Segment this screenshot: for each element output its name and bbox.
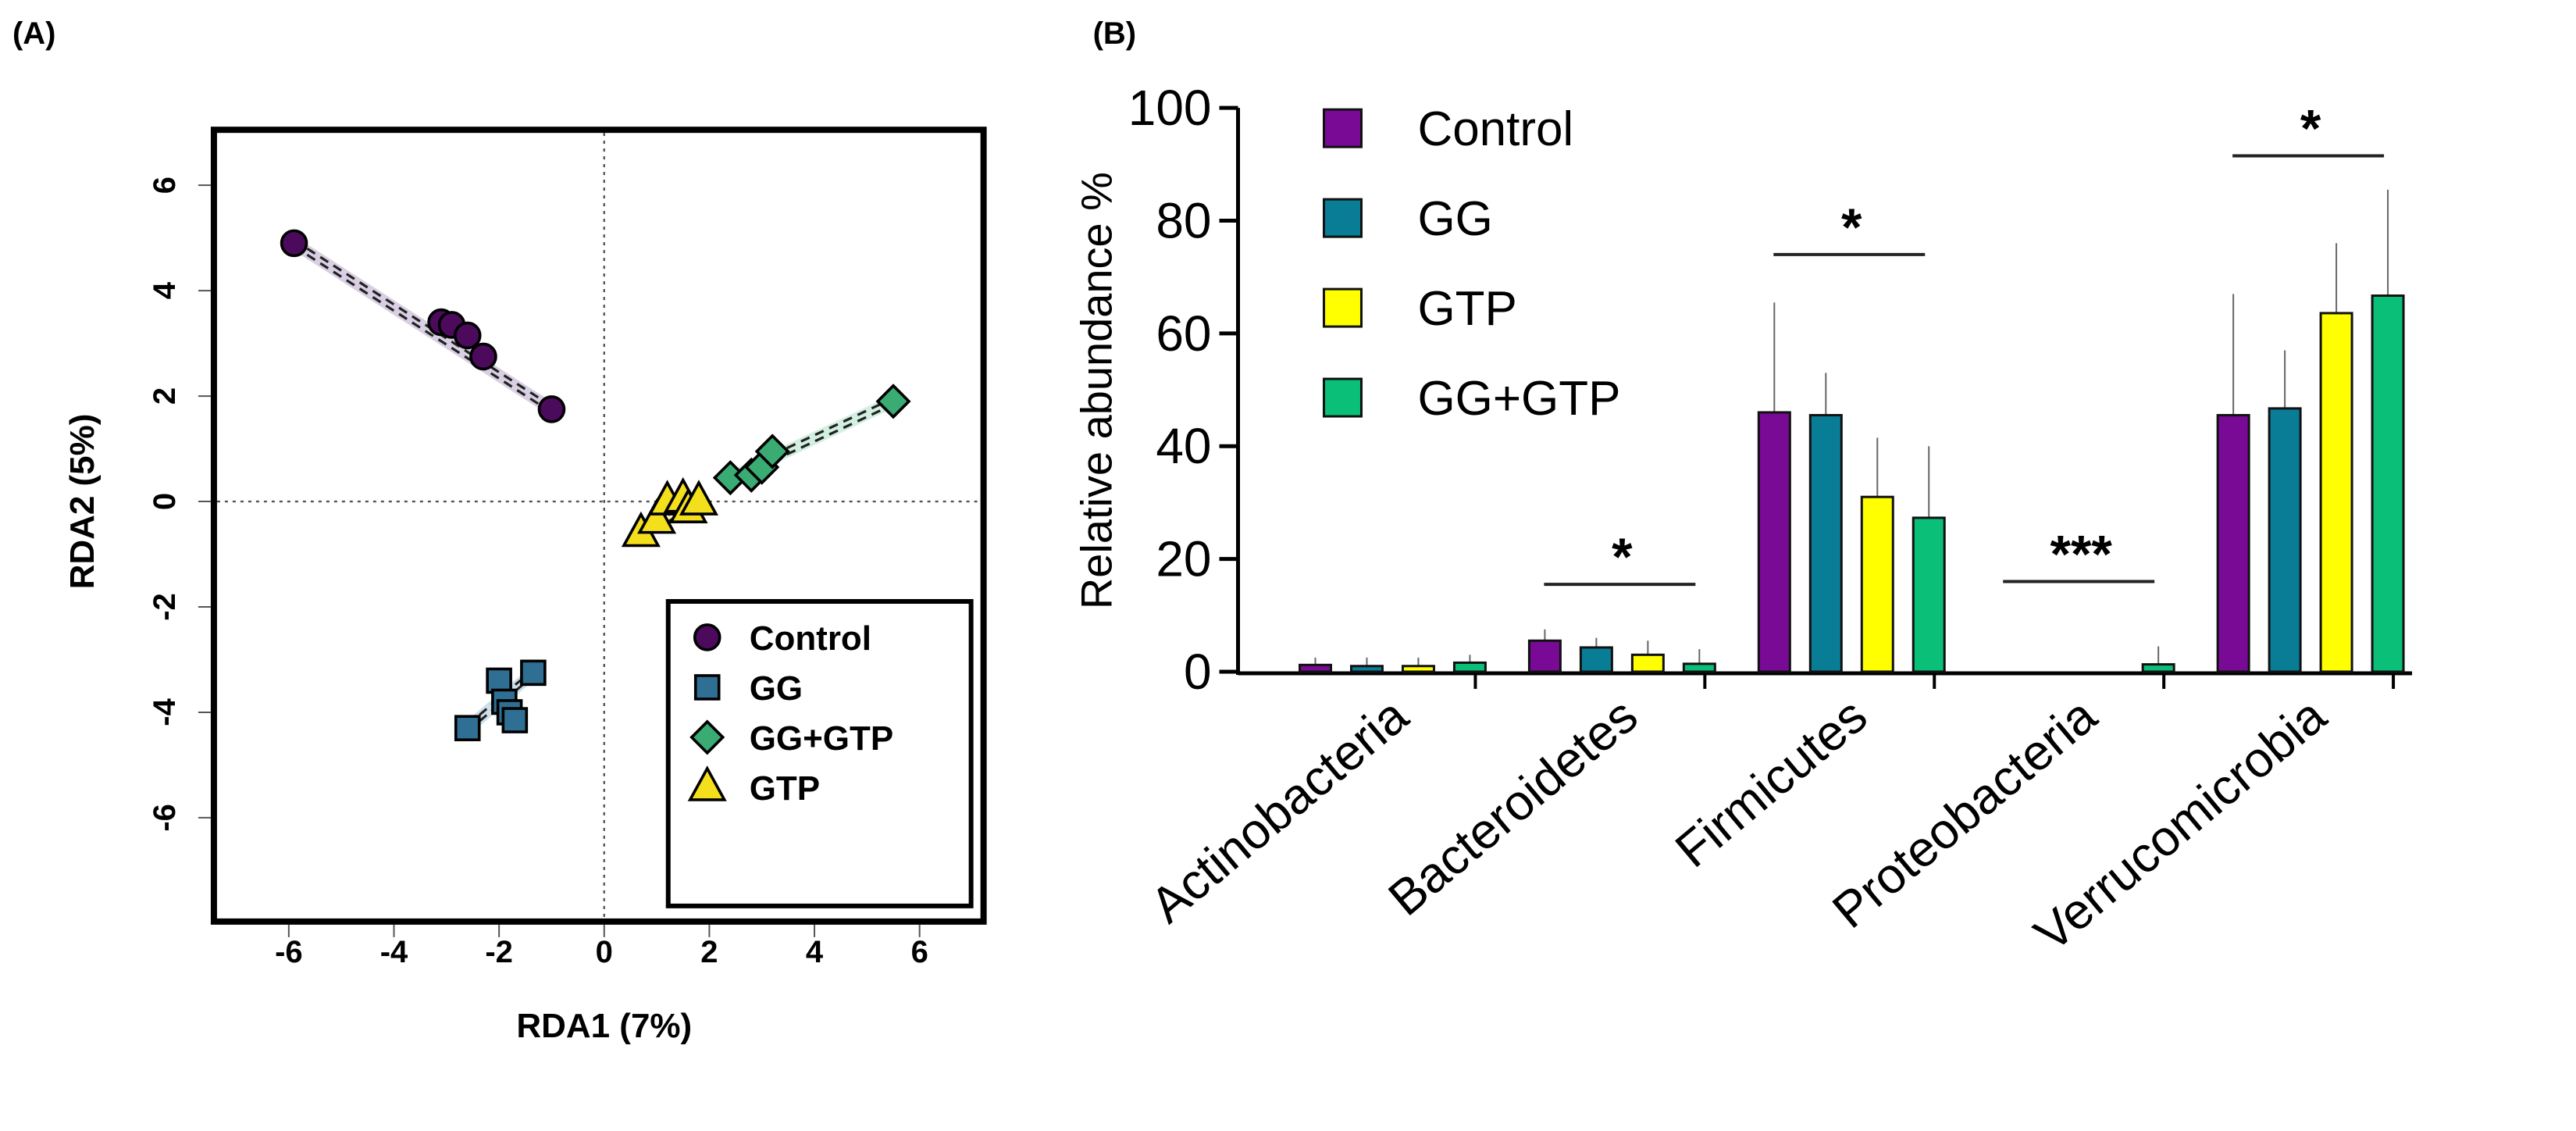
data-point bbox=[754, 433, 790, 469]
category-label: Actinobacteria bbox=[1140, 687, 1419, 933]
data-point bbox=[280, 229, 308, 258]
legend-swatch bbox=[1322, 108, 1363, 148]
panel-a-label: (A) bbox=[12, 16, 55, 51]
significance-label: *** bbox=[2050, 524, 2113, 583]
bar-control bbox=[1298, 663, 1332, 673]
data-point bbox=[453, 321, 482, 350]
hull-line bbox=[293, 239, 553, 408]
x-tick-label: 2 bbox=[700, 935, 718, 969]
legend-swatch bbox=[1322, 198, 1363, 238]
data-point bbox=[486, 667, 512, 694]
x-tick-label: -4 bbox=[380, 935, 408, 969]
data-point bbox=[501, 707, 529, 733]
significance-label: * bbox=[1841, 198, 1862, 257]
legend-label: GG bbox=[750, 669, 803, 708]
legend-label: Control bbox=[1417, 102, 1573, 156]
bar-gg-gtp bbox=[1452, 661, 1487, 673]
bar-gg bbox=[1579, 646, 1613, 673]
y-tick-label: 20 bbox=[1156, 531, 1211, 587]
hull-band bbox=[290, 237, 555, 415]
y-tick-label: -4 bbox=[148, 698, 182, 726]
data-point bbox=[454, 715, 481, 741]
hull-line bbox=[293, 245, 553, 414]
legend-label: GTP bbox=[750, 769, 820, 808]
bar-gg-gtp bbox=[2371, 294, 2405, 673]
significance-label: * bbox=[1612, 527, 1633, 587]
data-point bbox=[520, 659, 547, 687]
category-label: Firmicutes bbox=[1665, 687, 1877, 879]
bar-control bbox=[2216, 414, 2250, 673]
y-tick-label: 4 bbox=[148, 281, 182, 299]
y-tick-label: 100 bbox=[1128, 80, 1212, 136]
legend-label: GG+GTP bbox=[750, 719, 893, 758]
legend-label: GG bbox=[1417, 192, 1492, 246]
bar-gtp bbox=[2319, 312, 2353, 673]
x-tick-label: -2 bbox=[485, 935, 513, 969]
legend-marker-diamond bbox=[689, 719, 725, 755]
legend-marker-square bbox=[693, 674, 721, 701]
y-tick-label: -2 bbox=[148, 593, 182, 621]
legend-marker-triangle bbox=[687, 765, 727, 801]
y-tick-label: 2 bbox=[148, 387, 182, 405]
y-tick-label: 40 bbox=[1156, 418, 1211, 474]
data-point bbox=[469, 342, 497, 371]
y-tick-label: -6 bbox=[148, 804, 182, 832]
x-tick-label: 0 bbox=[596, 935, 613, 969]
panel-a: (A) -6 -4 -2 0 2 4 6 -6 -4 -2 0 2 4 6 RDA1 (7%) RDA2 … bbox=[12, 16, 987, 1045]
category-label: Bacteroidetes bbox=[1377, 687, 1648, 927]
y-tick-label: 0 bbox=[1184, 644, 1212, 700]
y-tick-label: 80 bbox=[1156, 193, 1211, 249]
x-tick-label: 6 bbox=[911, 935, 928, 969]
y-tick-label: 0 bbox=[148, 493, 182, 510]
plot-frame bbox=[210, 127, 987, 925]
legend-label: GG+GTP bbox=[1417, 372, 1620, 426]
bar-gg bbox=[1808, 414, 1843, 673]
series-gtp bbox=[621, 476, 718, 548]
panel-b-label: (B) bbox=[1093, 16, 1136, 51]
bar-gtp bbox=[1860, 495, 1894, 673]
legend-label: Control bbox=[750, 619, 871, 658]
data-point bbox=[637, 498, 677, 534]
bar-control bbox=[1527, 639, 1562, 673]
data-point bbox=[679, 480, 718, 516]
series-gg bbox=[454, 659, 547, 741]
panel-b: (B) Relative abundance % 0 20 40 60 80 100 Act… bbox=[1072, 16, 2413, 962]
data-point bbox=[537, 395, 566, 423]
legend-swatch bbox=[1322, 287, 1363, 328]
y-tick-label: 60 bbox=[1156, 305, 1211, 362]
x-axis-title: RDA1 (7%) bbox=[516, 1007, 692, 1045]
significance-label: * bbox=[2300, 99, 2321, 159]
data-point bbox=[875, 384, 911, 419]
series-control bbox=[280, 229, 566, 423]
legend-label: GTP bbox=[1417, 282, 1516, 336]
bar-control bbox=[1757, 411, 1791, 673]
bar-gtp bbox=[1630, 653, 1665, 673]
x-tick-label: 4 bbox=[806, 935, 824, 969]
legend-swatch bbox=[1322, 377, 1363, 418]
bar-gg bbox=[1349, 665, 1384, 673]
legend-marker-circle bbox=[693, 623, 721, 651]
bar-gg-gtp bbox=[1682, 662, 1716, 673]
y-axis-title: Relative abundance % bbox=[1072, 172, 1121, 609]
series-gg-gtp bbox=[712, 384, 911, 496]
bar-gtp bbox=[1401, 665, 1435, 673]
y-tick-label: 6 bbox=[148, 177, 182, 194]
bar-gg-gtp bbox=[1912, 516, 1946, 673]
y-axis-title: RDA2 (5%) bbox=[63, 414, 102, 590]
bar-gg bbox=[2268, 407, 2302, 673]
bar-gg-gtp bbox=[2141, 663, 2175, 673]
x-tick-label: -6 bbox=[275, 935, 303, 969]
legend: Control GG GG+GTP GTP bbox=[665, 598, 974, 908]
